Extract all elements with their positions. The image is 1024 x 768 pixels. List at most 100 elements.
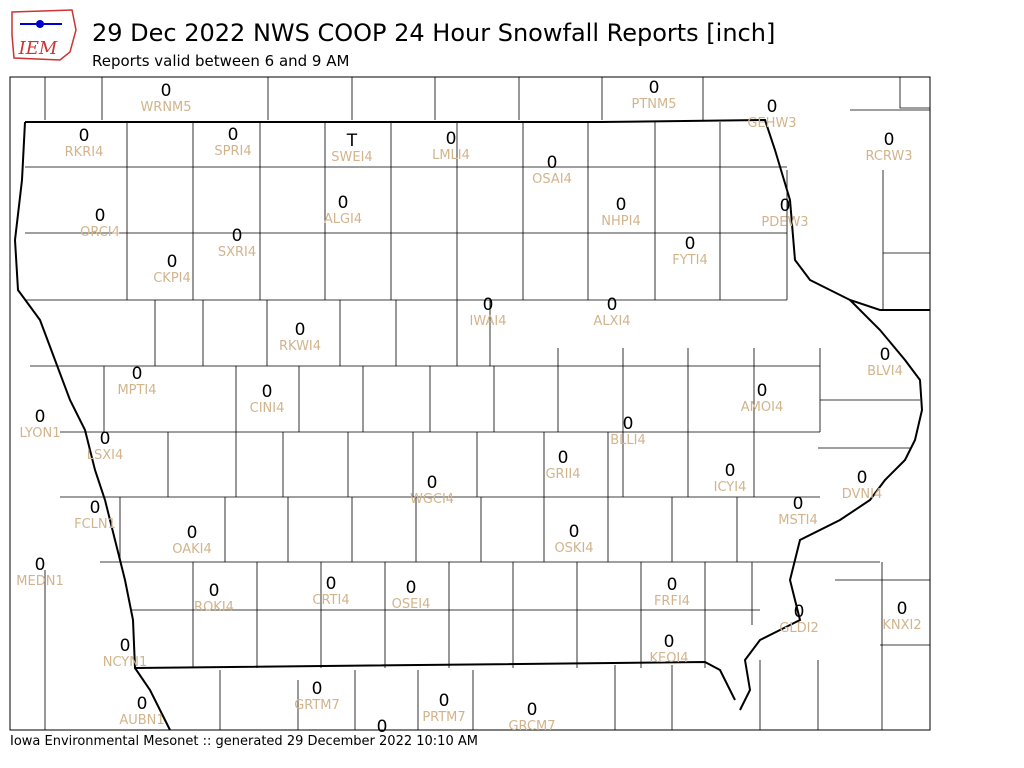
station-name: SWEI4 — [331, 150, 372, 165]
station-name: GRCM7 — [508, 719, 555, 734]
station-value: 0 — [794, 602, 805, 622]
station-name: OSKI4 — [554, 541, 593, 556]
station-name: GRII4 — [545, 467, 580, 482]
station-value: T — [346, 131, 358, 151]
station-value: 0 — [132, 364, 143, 384]
title: 29 Dec 2022 NWS COOP 24 Hour Snowfall Re… — [92, 19, 775, 47]
station-value: 0 — [406, 578, 417, 598]
subtitle: Reports valid between 6 and 9 AM — [92, 52, 349, 70]
station-value: 0 — [780, 196, 791, 216]
station-value: 0 — [446, 129, 457, 149]
station-value: 0 — [547, 153, 558, 173]
station-name: DVNI4 — [842, 487, 883, 502]
logo: IEM — [11, 9, 77, 61]
station-value: 0 — [757, 381, 768, 401]
station-name: GLDI2 — [779, 621, 818, 636]
station-name: AMOI4 — [741, 400, 783, 415]
station-name: ALXI4 — [593, 314, 630, 329]
station-value: 0 — [312, 679, 323, 699]
station-name: WRNM5 — [140, 100, 191, 115]
station-name: SPRI4 — [214, 144, 251, 159]
station-value: 0 — [685, 234, 696, 254]
station-name: GRTM7 — [294, 698, 340, 713]
station-name: CINI4 — [250, 401, 285, 416]
station-name: KNXI2 — [882, 618, 921, 633]
station-name: CKPI4 — [153, 271, 191, 286]
station-name: PRTM7 — [422, 710, 465, 725]
station-value: 0 — [137, 694, 148, 714]
station-value: 0 — [725, 461, 736, 481]
station-name: KEOI4 — [649, 651, 688, 666]
station-value: 0 — [483, 295, 494, 315]
station-name: ORCI4 — [80, 225, 120, 240]
station-value: 0 — [295, 320, 306, 340]
station-name: ICYI4 — [714, 480, 747, 495]
station-value: 0 — [897, 599, 908, 619]
station-value: 0 — [616, 195, 627, 215]
station-value: 0 — [439, 691, 450, 711]
station-value: 0 — [161, 81, 172, 101]
station-name: SXRI4 — [218, 245, 256, 260]
station-value: 0 — [857, 468, 868, 488]
station-value: 0 — [884, 130, 895, 150]
station-value: 0 — [326, 574, 337, 594]
station-name: WGCI4 — [410, 492, 454, 507]
station-name: FRFI4 — [654, 594, 690, 609]
station-value: 0 — [558, 448, 569, 468]
station-name: BLVI4 — [867, 364, 903, 379]
station-value: 0 — [35, 407, 46, 427]
station-name: NHPI4 — [601, 214, 640, 229]
station-name: LSXI4 — [87, 448, 124, 463]
station-value: 0 — [880, 345, 891, 365]
station-name: AUBN1 — [119, 713, 164, 728]
station-value: 0 — [623, 414, 634, 434]
station-name: PTNM5 — [632, 97, 677, 112]
station-value: 0 — [527, 700, 538, 720]
station-name: FYTI4 — [672, 253, 707, 268]
station-value: 0 — [167, 252, 178, 272]
station-name: FCLN1 — [74, 517, 116, 532]
logo-text: IEM — [18, 38, 58, 59]
station-name: MEDN1 — [16, 574, 63, 589]
station-name: RCRW3 — [865, 149, 912, 164]
station-name: LYON1 — [20, 426, 61, 441]
station-value: 0 — [569, 522, 580, 542]
station-name: ROKI4 — [194, 600, 234, 615]
map-frame — [9, 76, 931, 731]
station-name: NCYN1 — [103, 655, 148, 670]
station-name: MPTI4 — [117, 383, 156, 398]
station-value: 0 — [35, 555, 46, 575]
station-value: 0 — [767, 97, 778, 117]
footer: Iowa Environmental Mesonet :: generated … — [10, 734, 478, 749]
station-value: 0 — [427, 473, 438, 493]
station-value: 0 — [209, 581, 220, 601]
station-value: 0 — [793, 494, 804, 514]
station-name: ALGI4 — [324, 212, 362, 227]
station-name: LMLI4 — [432, 148, 470, 163]
station-value: 0 — [95, 206, 106, 226]
station-name: PDEW3 — [761, 215, 808, 230]
station-value: 0 — [79, 126, 90, 146]
station-value: 0 — [228, 125, 239, 145]
station-name: IWAI4 — [470, 314, 507, 329]
station-name: OSEI4 — [392, 597, 431, 612]
station-value: 0 — [100, 429, 111, 449]
station-value: 0 — [90, 498, 101, 518]
station-name: RKRI4 — [65, 145, 104, 160]
station-name: OSAI4 — [532, 172, 572, 187]
station-name: OAKI4 — [172, 542, 212, 557]
station-value: 0 — [664, 632, 675, 652]
station-name: CRTI4 — [312, 593, 349, 608]
station-value: 0 — [232, 226, 243, 246]
station-value: 0 — [338, 193, 349, 213]
station-value: 0 — [607, 295, 618, 315]
station-name: MSTI4 — [778, 513, 818, 528]
station-value: 0 — [667, 575, 678, 595]
station-value: 0 — [377, 717, 388, 737]
station-name: RKWI4 — [279, 339, 321, 354]
station-value: 0 — [262, 382, 273, 402]
station-name: GEHW3 — [747, 116, 796, 131]
station-value: 0 — [187, 523, 198, 543]
station-value: 0 — [649, 78, 660, 98]
